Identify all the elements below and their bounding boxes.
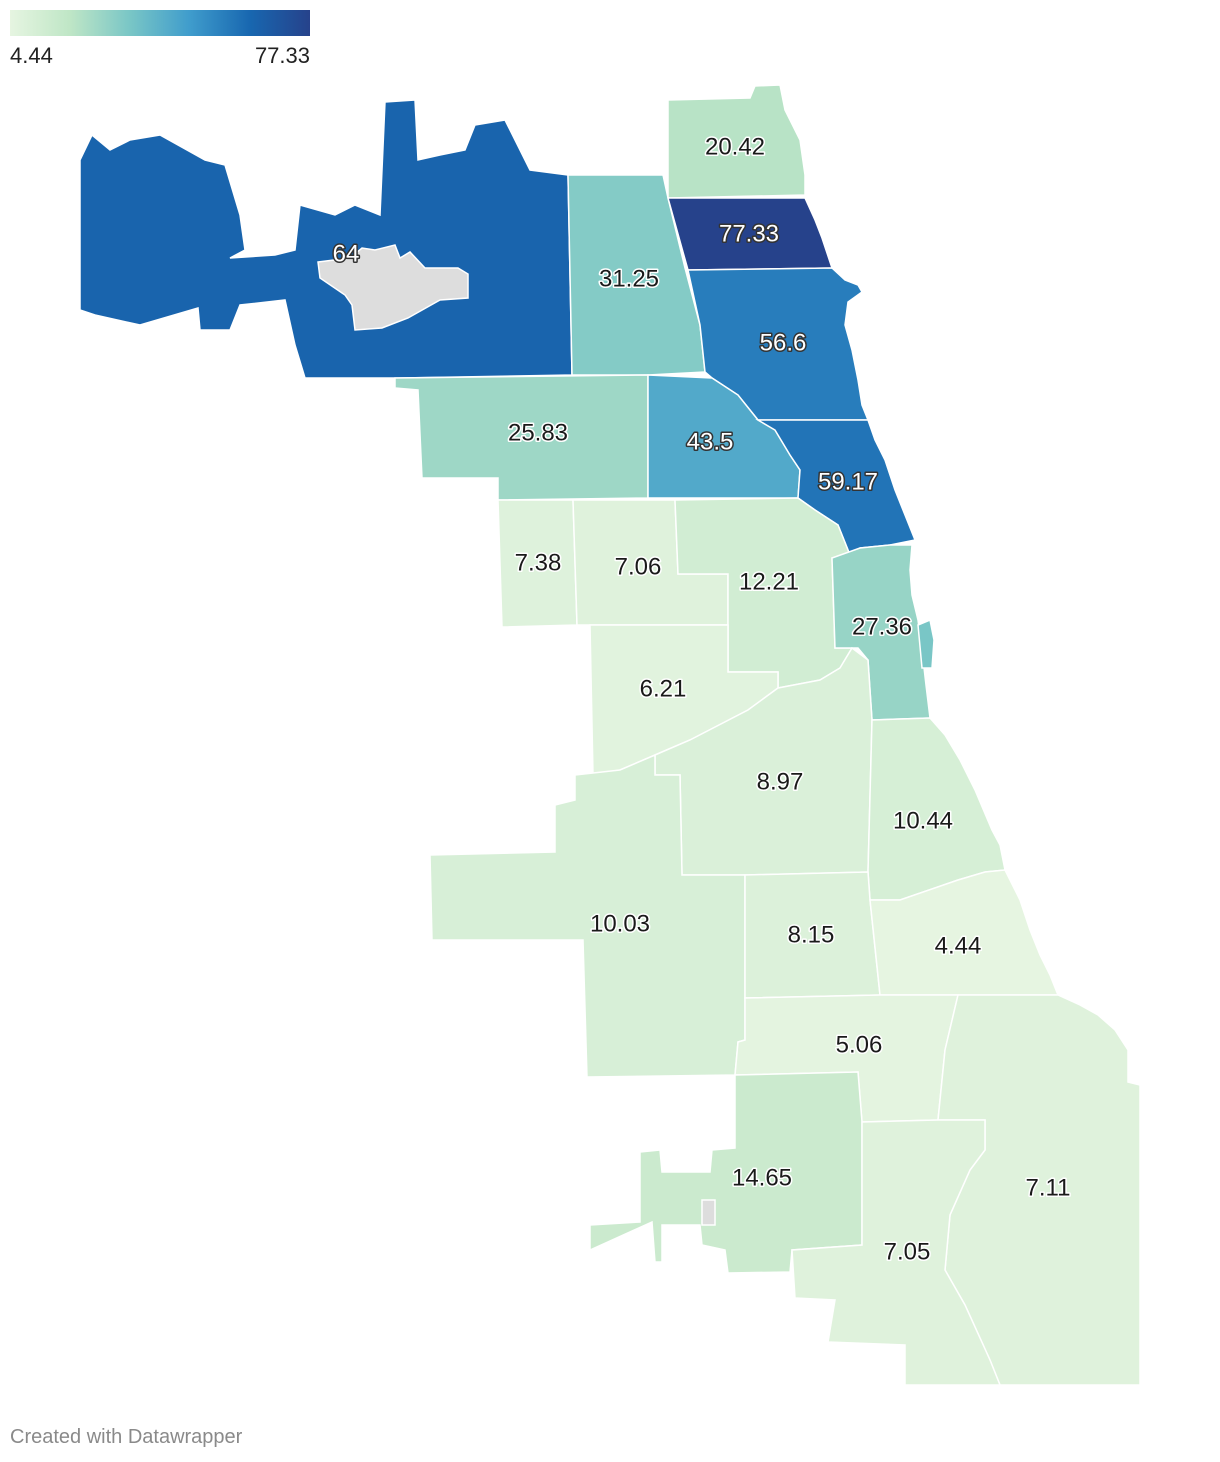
- region-value-label: 8.15: [788, 921, 835, 948]
- region-value-label: 27.36: [852, 613, 912, 640]
- region-value-label: 4.44: [935, 932, 982, 959]
- credit-footer: Created with Datawrapper: [10, 1426, 243, 1448]
- region-no-data-ohare: [317, 244, 469, 331]
- region-value-label: 56.6: [760, 329, 807, 356]
- legend-min-label: 4.44: [10, 43, 53, 68]
- region-value-label: 64: [333, 240, 360, 267]
- region-value-label: 7.05: [884, 1238, 931, 1265]
- region-27.36-island: [917, 618, 935, 669]
- region-value-label: 20.42: [705, 133, 765, 160]
- region-value-label: 77.33: [719, 220, 779, 247]
- region-value-label: 6.21: [640, 675, 687, 702]
- region-value-label: 7.38: [515, 549, 562, 576]
- region-14.65[interactable]: [589, 1071, 863, 1274]
- region-value-label: 10.03: [590, 910, 650, 937]
- region-value-label: 12.21: [739, 568, 799, 595]
- region-56.6[interactable]: [687, 267, 870, 421]
- region-value-label: 7.06: [615, 553, 662, 580]
- region-value-label: 31.25: [599, 265, 659, 292]
- color-legend: 4.44 77.33: [10, 10, 310, 71]
- region-7.05[interactable]: [791, 1119, 1002, 1386]
- region-value-label: 43.5: [687, 428, 734, 455]
- region-value-label: 59.17: [818, 468, 878, 495]
- region-20.42[interactable]: [667, 84, 806, 199]
- region-value-label: 5.06: [836, 1031, 883, 1058]
- region-value-label: 8.97: [757, 768, 804, 795]
- region-value-label: 7.11: [1026, 1174, 1071, 1201]
- region-10.03[interactable]: [429, 753, 746, 1078]
- region-value-label: 25.83: [508, 419, 568, 446]
- region-value-label: 14.65: [732, 1164, 792, 1191]
- region-value-label: 10.44: [893, 807, 953, 834]
- region-no-data-small: [701, 1199, 716, 1226]
- legend-max-label: 77.33: [254, 43, 310, 68]
- region-64[interactable]: [79, 99, 573, 379]
- legend-gradient-bar: [10, 10, 310, 36]
